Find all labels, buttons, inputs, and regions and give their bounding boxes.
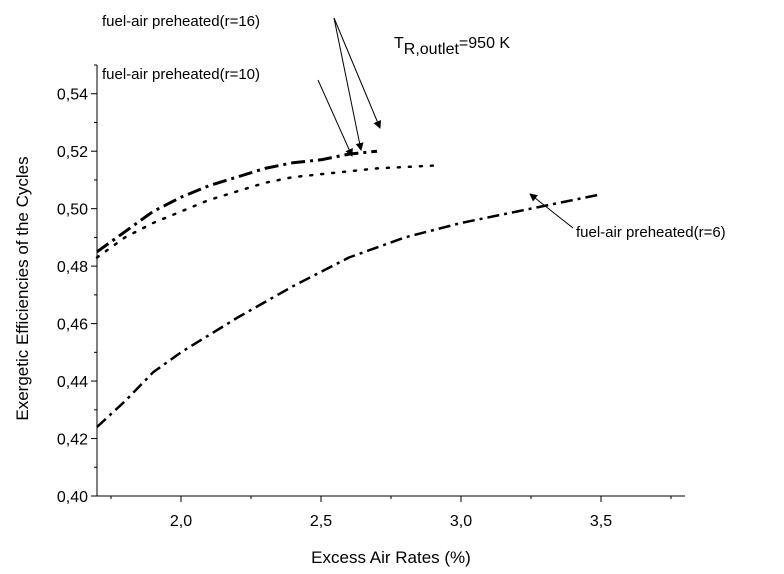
arrow-r6: [529, 193, 574, 229]
y-axis-title: Exergetic Efficiencies of the Cycles: [13, 156, 32, 420]
condition-prefix: T: [394, 35, 404, 52]
y-tick-label: 0,46: [57, 317, 88, 334]
y-tick-label: 0,48: [57, 259, 88, 276]
series-label-r10: fuel-air preheated(r=10): [102, 66, 260, 83]
y-tick-label: 0,44: [57, 374, 88, 391]
series-layer: [95, 149, 602, 428]
condition-annotation: TR,outlet=950 K: [394, 35, 510, 58]
x-axis-title: Excess Air Rates (%): [311, 548, 471, 567]
series-line-0: [96, 149, 378, 254]
condition-subscript: R,outlet: [404, 41, 460, 58]
series-label-r16: fuel-air preheated(r=16): [102, 13, 260, 30]
x-tick-label: 3,0: [450, 513, 472, 530]
y-tick-label: 0,42: [57, 432, 88, 449]
series-label-r6: fuel-air preheated(r=6): [576, 224, 726, 241]
x-tick-label: 2,5: [310, 513, 332, 530]
y-tick-label: 0,54: [57, 87, 88, 104]
y-tick-label: 0,52: [57, 144, 88, 161]
condition-suffix: =950 K: [459, 35, 510, 52]
y-tick-label: 0,50: [57, 202, 88, 219]
y-tick-label: 0,40: [57, 489, 88, 506]
axes: 0,40 0,42 0,44 0,46 0,48 0,50 0,52 0,54 2,0 2,5 3,…: [13, 64, 685, 567]
annotations: TR,outlet=950 K fuel-air preheated(r=16)…: [102, 13, 726, 241]
series-line-2: [96, 193, 602, 428]
arrow-r16-to-r10: [333, 17, 364, 151]
arrow-r10: [317, 79, 353, 157]
series-line-1: [95, 164, 435, 259]
arrow-r16: [333, 17, 381, 129]
x-tick-label: 3,5: [590, 513, 612, 530]
x-tick-label: 2,0: [170, 513, 192, 530]
